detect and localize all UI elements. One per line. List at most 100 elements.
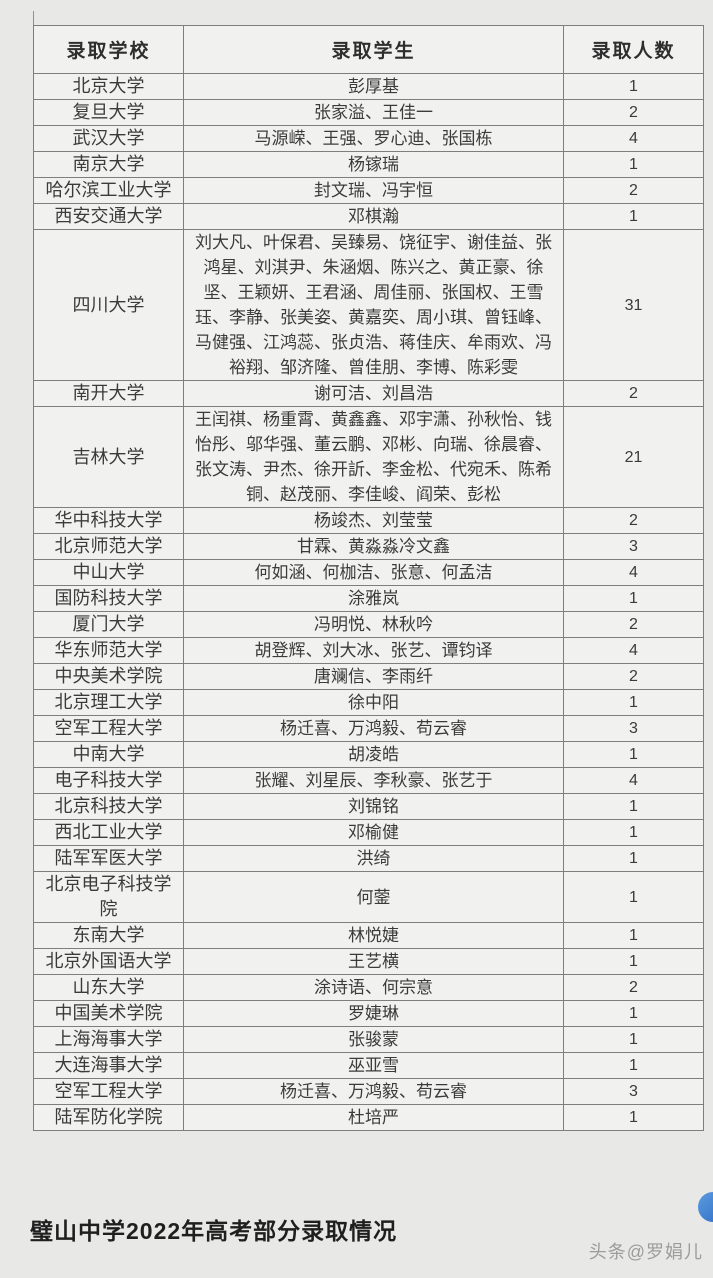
cell-count: 1 (563, 689, 704, 716)
table-row: 北京大学 彭厚基 1 (33, 73, 704, 100)
table-row: 复旦大学 张家溢、王佳一 2 (33, 99, 704, 126)
cell-school: 南京大学 (33, 151, 184, 178)
cell-school: 复旦大学 (33, 99, 184, 126)
table-row: 国防科技大学 涂雅岚 1 (33, 585, 704, 612)
table-row: 中南大学 胡凌皓 1 (33, 741, 704, 768)
cell-students: 徐中阳 (183, 689, 564, 716)
table-row: 北京科技大学 刘锦铭 1 (33, 793, 704, 820)
cell-count: 1 (563, 1052, 704, 1079)
cell-count: 4 (563, 637, 704, 664)
table-row: 电子科技大学 张耀、刘星辰、李秋豪、张艺于 4 (33, 767, 704, 794)
cell-school: 华中科技大学 (33, 507, 184, 534)
cell-students: 唐斓信、李雨纤 (183, 663, 564, 690)
cell-students: 王艺横 (183, 948, 564, 975)
caption-title: 璧山中学2022年高考部分录取情况 (30, 1218, 398, 1244)
cell-count: 1 (563, 819, 704, 846)
cell-students: 胡登辉、刘大冰、张艺、谭钧译 (183, 637, 564, 664)
cell-students: 涂诗语、何宗意 (183, 974, 564, 1001)
cell-students: 刘大凡、叶保君、吴臻易、饶征宇、谢佳益、张鸿星、刘淇尹、朱涵烟、陈兴之、黄正豪、… (183, 229, 564, 381)
col-header-students: 录取学生 (183, 25, 564, 74)
table-row: 北京外国语大学 王艺横 1 (33, 948, 704, 975)
cell-count: 2 (563, 663, 704, 690)
cell-school: 北京大学 (33, 73, 184, 100)
cell-count: 1 (563, 793, 704, 820)
cell-school: 北京理工大学 (33, 689, 184, 716)
table-row: 北京电子科技学院 何蓥 1 (33, 871, 704, 923)
cell-school: 北京科技大学 (33, 793, 184, 820)
table-row: 华东师范大学 胡登辉、刘大冰、张艺、谭钧译 4 (33, 637, 704, 664)
cell-students: 邓棋瀚 (183, 203, 564, 230)
table-row: 中央美术学院 唐斓信、李雨纤 2 (33, 663, 704, 690)
cell-count: 1 (563, 1000, 704, 1027)
cell-count: 1 (563, 585, 704, 612)
table-row: 空军工程大学 杨迁喜、万鸿毅、苟云睿 3 (33, 715, 704, 742)
cell-school: 哈尔滨工业大学 (33, 177, 184, 204)
cell-school: 陆军防化学院 (33, 1104, 184, 1131)
cell-students: 涂雅岚 (183, 585, 564, 612)
cell-count: 31 (563, 229, 704, 381)
cell-students: 马源嵘、王强、罗心迪、张国栋 (183, 125, 564, 152)
cell-students: 杜培严 (183, 1104, 564, 1131)
table-row: 陆军防化学院 杜培严 1 (33, 1104, 704, 1131)
cell-school: 空军工程大学 (33, 1078, 184, 1105)
cell-students: 杨迁喜、万鸿毅、苟云睿 (183, 715, 564, 742)
table-header-row: 录取学校 录取学生 录取人数 (33, 25, 704, 74)
cell-students: 何蓥 (183, 871, 564, 923)
cell-school: 东南大学 (33, 922, 184, 949)
cell-count: 1 (563, 871, 704, 923)
cell-school: 电子科技大学 (33, 767, 184, 794)
cell-school: 陆军军医大学 (33, 845, 184, 872)
table-row: 四川大学 刘大凡、叶保君、吴臻易、饶征宇、谢佳益、张鸿星、刘淇尹、朱涵烟、陈兴之、… (33, 229, 704, 381)
cell-school: 厦门大学 (33, 611, 184, 638)
cell-students: 张骏蒙 (183, 1026, 564, 1053)
table-row: 南京大学 杨镓瑞 1 (33, 151, 704, 178)
cell-count: 3 (563, 533, 704, 560)
cell-school: 西安交通大学 (33, 203, 184, 230)
table-row: 上海海事大学 张骏蒙 1 (33, 1026, 704, 1053)
cell-students: 刘锦铭 (183, 793, 564, 820)
cell-school: 西北工业大学 (33, 819, 184, 846)
cell-students: 谢可洁、刘昌浩 (183, 380, 564, 407)
cell-students: 杨镓瑞 (183, 151, 564, 178)
cell-students: 彭厚基 (183, 73, 564, 100)
cell-count: 1 (563, 73, 704, 100)
cell-count: 1 (563, 151, 704, 178)
cell-count: 1 (563, 741, 704, 768)
table-row: 陆军军医大学 洪绮 1 (33, 845, 704, 872)
cell-school: 中南大学 (33, 741, 184, 768)
table-row: 武汉大学 马源嵘、王强、罗心迪、张国栋 4 (33, 125, 704, 152)
cell-students: 林悦婕 (183, 922, 564, 949)
cell-students: 杨迁喜、万鸿毅、苟云睿 (183, 1078, 564, 1105)
table-border-artifact (33, 11, 34, 26)
table-row: 西安交通大学 邓棋瀚 1 (33, 203, 704, 230)
cell-school: 大连海事大学 (33, 1052, 184, 1079)
cell-count: 4 (563, 125, 704, 152)
table-row: 哈尔滨工业大学 封文瑞、冯宇恒 2 (33, 177, 704, 204)
cell-count: 2 (563, 974, 704, 1001)
cell-count: 4 (563, 559, 704, 586)
cell-school: 吉林大学 (33, 406, 184, 508)
cell-students: 胡凌皓 (183, 741, 564, 768)
cell-count: 2 (563, 380, 704, 407)
cell-students: 罗婕琳 (183, 1000, 564, 1027)
cell-students: 张家溢、王佳一 (183, 99, 564, 126)
cell-count: 2 (563, 611, 704, 638)
cell-students: 巫亚雪 (183, 1052, 564, 1079)
table-row: 北京理工大学 徐中阳 1 (33, 689, 704, 716)
watermark: 头条@罗娟儿 (588, 1242, 703, 1262)
float-button-icon[interactable] (698, 1192, 713, 1222)
cell-count: 1 (563, 845, 704, 872)
admissions-table-body: 北京大学 彭厚基 1 复旦大学 张家溢、王佳一 2 武汉大学 马源嵘、王强、罗心迪、张国栋 4 南… (33, 73, 704, 1131)
cell-school: 国防科技大学 (33, 585, 184, 612)
cell-students: 封文瑞、冯宇恒 (183, 177, 564, 204)
table-row: 北京师范大学 甘霖、黄淼淼冷文鑫 3 (33, 533, 704, 560)
cell-count: 1 (563, 1104, 704, 1131)
cell-school: 北京师范大学 (33, 533, 184, 560)
cell-students: 杨竣杰、刘莹莹 (183, 507, 564, 534)
cell-count: 2 (563, 177, 704, 204)
cell-count: 1 (563, 948, 704, 975)
table-row: 西北工业大学 邓榆健 1 (33, 819, 704, 846)
table-row: 空军工程大学 杨迁喜、万鸿毅、苟云睿 3 (33, 1078, 704, 1105)
cell-count: 1 (563, 1026, 704, 1053)
cell-count: 3 (563, 715, 704, 742)
